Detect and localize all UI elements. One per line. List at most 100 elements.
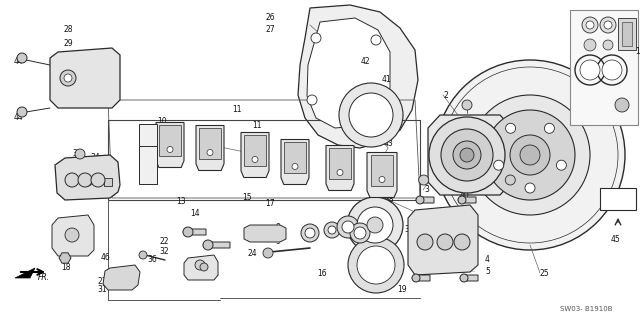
Bar	[600, 188, 636, 210]
Circle shape	[60, 70, 76, 86]
Circle shape	[437, 234, 453, 250]
Circle shape	[602, 60, 622, 80]
Text: 40: 40	[460, 190, 470, 199]
Circle shape	[65, 228, 79, 242]
Text: 32: 32	[159, 248, 168, 256]
Polygon shape	[203, 242, 230, 248]
Circle shape	[78, 173, 92, 187]
Text: 10: 10	[157, 116, 166, 125]
Text: 27: 27	[265, 26, 275, 34]
Text: 42: 42	[361, 57, 371, 66]
Text: 6: 6	[218, 144, 223, 152]
Text: 2: 2	[443, 92, 448, 100]
Text: 29: 29	[63, 39, 72, 48]
Polygon shape	[244, 135, 266, 166]
Circle shape	[200, 263, 208, 271]
Circle shape	[458, 196, 466, 204]
Text: 14: 14	[190, 210, 200, 219]
Circle shape	[195, 260, 205, 270]
Circle shape	[417, 234, 433, 250]
Polygon shape	[183, 229, 206, 235]
Polygon shape	[371, 154, 394, 186]
Text: 41: 41	[382, 75, 392, 84]
Text: 43: 43	[384, 138, 394, 147]
Text: 31: 31	[97, 286, 107, 294]
Polygon shape	[52, 215, 94, 256]
Text: 9: 9	[276, 236, 281, 246]
Circle shape	[600, 17, 616, 33]
Polygon shape	[330, 147, 351, 179]
Text: 33: 33	[101, 165, 111, 174]
Circle shape	[354, 227, 366, 239]
Circle shape	[252, 157, 258, 162]
Text: 5: 5	[485, 268, 490, 277]
Circle shape	[506, 175, 515, 185]
Text: 15: 15	[242, 192, 252, 202]
Circle shape	[582, 17, 598, 33]
Text: 17: 17	[265, 199, 275, 209]
Text: 20: 20	[62, 235, 72, 244]
Circle shape	[453, 141, 481, 169]
Circle shape	[429, 117, 505, 193]
Circle shape	[311, 33, 321, 43]
Polygon shape	[458, 197, 476, 203]
Circle shape	[470, 95, 590, 215]
Circle shape	[545, 123, 554, 133]
Polygon shape	[184, 255, 218, 280]
Text: 28: 28	[63, 26, 72, 34]
Text: 11: 11	[252, 121, 262, 130]
Text: 12: 12	[80, 175, 90, 184]
Circle shape	[525, 183, 535, 193]
Circle shape	[506, 123, 516, 133]
Circle shape	[342, 221, 354, 233]
Circle shape	[520, 145, 540, 165]
Text: 3: 3	[424, 186, 429, 195]
Text: FR.: FR.	[38, 273, 50, 283]
Text: 10: 10	[342, 169, 351, 179]
Circle shape	[305, 228, 315, 238]
Circle shape	[167, 146, 173, 152]
Text: SW03- B1910B: SW03- B1910B	[560, 306, 612, 312]
Text: 11: 11	[232, 105, 241, 114]
Circle shape	[419, 175, 429, 185]
Circle shape	[485, 110, 575, 200]
Circle shape	[17, 107, 27, 117]
Polygon shape	[200, 128, 221, 159]
Circle shape	[292, 164, 298, 169]
Polygon shape	[139, 124, 157, 166]
Bar	[104, 178, 112, 186]
Polygon shape	[241, 132, 269, 177]
Circle shape	[556, 160, 566, 170]
Circle shape	[412, 274, 420, 282]
Circle shape	[615, 98, 629, 112]
Text: 8: 8	[276, 222, 281, 232]
Text: 26: 26	[265, 12, 275, 21]
Circle shape	[328, 226, 336, 234]
Polygon shape	[103, 265, 140, 290]
Text: 30: 30	[62, 248, 72, 256]
Circle shape	[263, 248, 273, 258]
Circle shape	[586, 21, 594, 29]
Text: 37: 37	[72, 149, 82, 158]
Polygon shape	[196, 125, 224, 170]
Polygon shape	[59, 253, 71, 263]
Circle shape	[350, 223, 370, 243]
Text: 39: 39	[448, 180, 458, 189]
Polygon shape	[284, 142, 306, 173]
Polygon shape	[298, 5, 418, 148]
Polygon shape	[156, 122, 184, 167]
Circle shape	[441, 129, 493, 181]
Text: 46: 46	[101, 254, 111, 263]
Text: B-21: B-21	[607, 195, 629, 204]
Circle shape	[324, 222, 340, 238]
Polygon shape	[159, 124, 180, 156]
Circle shape	[65, 173, 79, 187]
Circle shape	[580, 60, 600, 80]
Circle shape	[584, 39, 596, 51]
Circle shape	[493, 160, 504, 170]
Text: 16: 16	[317, 269, 326, 278]
Circle shape	[435, 60, 625, 250]
Polygon shape	[412, 275, 430, 281]
Text: 34: 34	[90, 153, 100, 162]
Circle shape	[510, 135, 550, 175]
